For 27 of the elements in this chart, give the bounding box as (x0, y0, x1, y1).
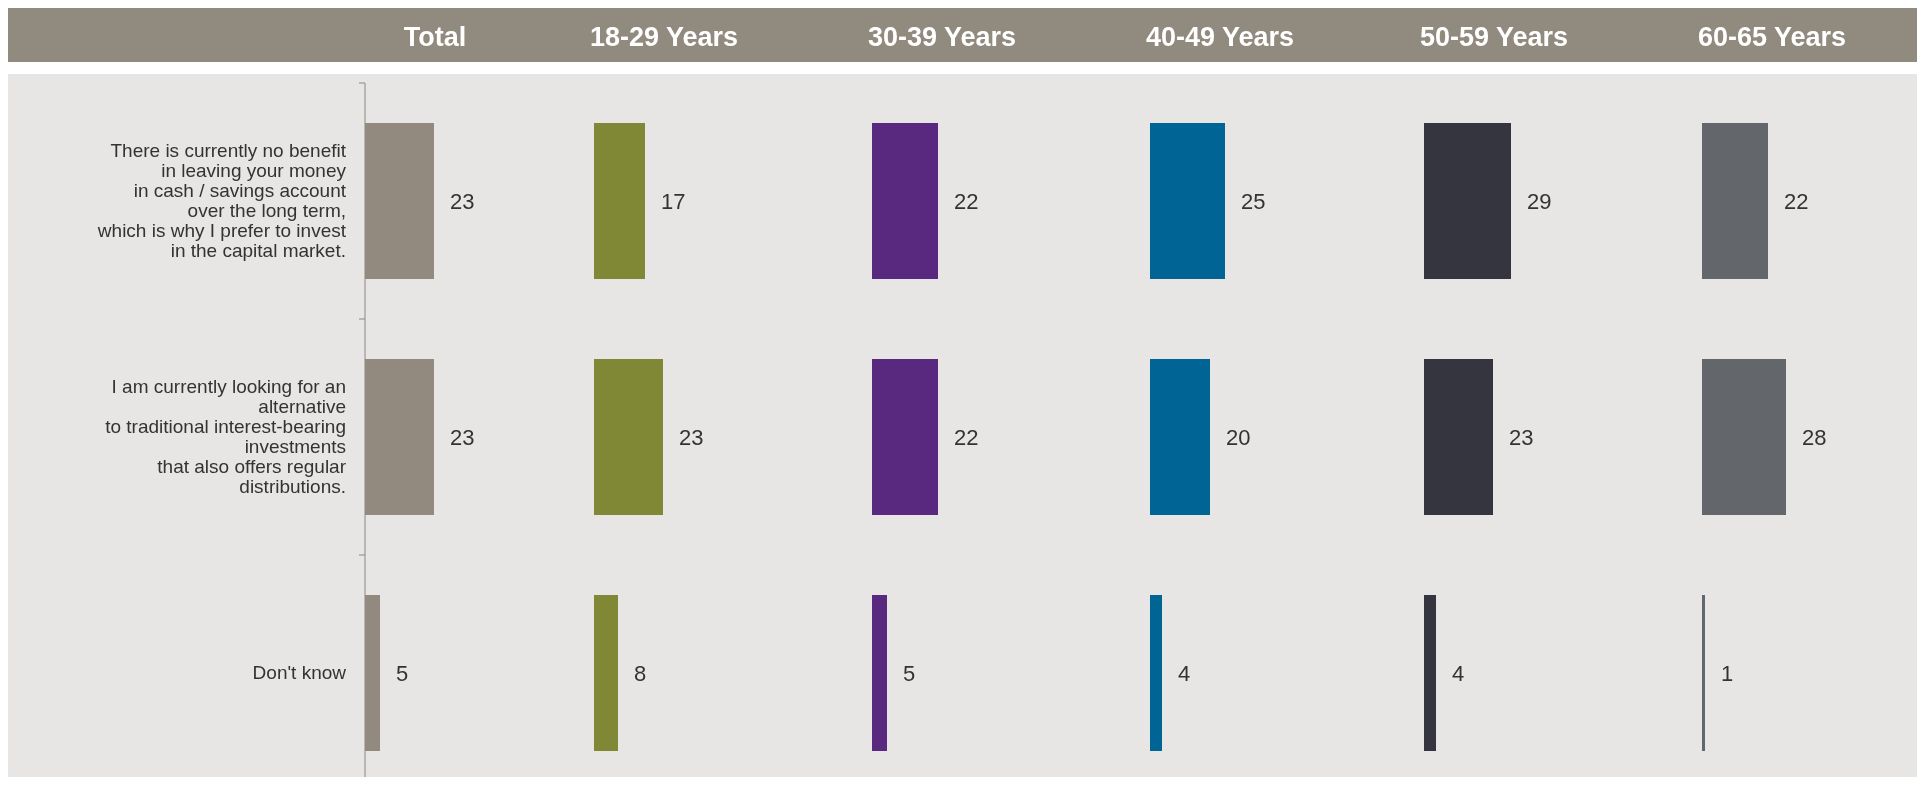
chart-title: 18-29 Years (589, 22, 739, 52)
y-tick-label: Don't know (252, 662, 347, 683)
y-tick-label: There is currently no benefit in leaving your money in cash / savings account over the long term, which is why I prefer to invest in the capital market. (96, 140, 347, 261)
data-label: 8 (634, 661, 647, 686)
chart-title: 30-39 Years (867, 22, 1017, 52)
data-label: 23 (679, 425, 704, 450)
data-label: 4 (1452, 661, 1465, 686)
data-label: 23 (450, 189, 475, 214)
data-label: 23 (1509, 425, 1534, 450)
chart-title: 40-49 Years (1145, 22, 1295, 52)
data-label: 28 (1802, 425, 1827, 450)
data-label: 22 (954, 189, 979, 214)
data-label: 4 (1178, 661, 1191, 686)
data-label: 29 (1527, 189, 1552, 214)
data-label: 23 (450, 425, 475, 450)
data-label: 22 (1784, 189, 1809, 214)
data-label: 25 (1241, 189, 1266, 214)
y-tick-label: I am currently looking for an alternative to traditional interest-bearing investments that also offers regular distributions. (105, 376, 347, 497)
data-label: 20 (1226, 425, 1251, 450)
data-label: 5 (396, 661, 409, 686)
chart-title: 60-65 Years (1697, 22, 1847, 52)
data-label: 1 (1721, 661, 1734, 686)
data-label: 5 (903, 661, 916, 686)
data-label: 22 (954, 425, 979, 450)
data-label: 17 (661, 189, 686, 214)
chart-title: 50-59 Years (1419, 22, 1569, 52)
chart-title: Total (403, 22, 467, 52)
